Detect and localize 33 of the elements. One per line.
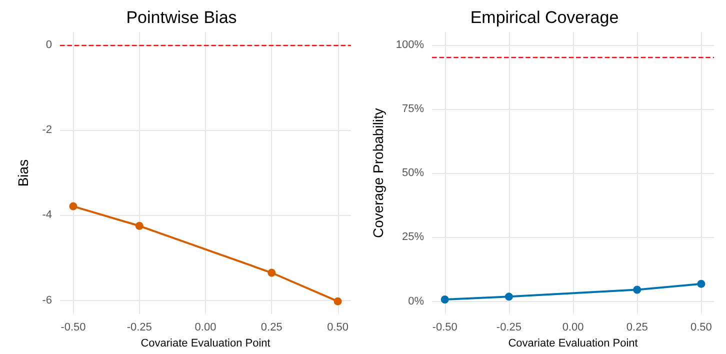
x-tick-label: 0.25 [260,322,282,334]
y-tick-label: 50% [402,167,424,180]
point [440,295,449,304]
chart-title: Pointwise Bias [126,8,237,27]
point [135,222,144,230]
x-tick-label: 0.25 [626,322,648,334]
x-axis-title: Covariate Evaluation Point [140,338,270,350]
point [268,268,276,277]
x-tick-label: 0.00 [562,322,584,334]
x-tick-label: 0.00 [194,322,216,334]
x-tick-label: -0.25 [496,322,522,334]
y-tick-label: 75% [402,102,424,115]
y-tick-label: 0 [46,38,52,51]
point [697,280,706,288]
y-axis-title: Coverage Probability [370,108,386,238]
point [504,292,513,301]
x-tick-label: -0.50 [432,322,458,334]
x-axis-title: Covariate Evaluation Point [508,338,638,350]
x-tick-label: 0.50 [327,322,348,334]
x-tick-label: -0.50 [60,322,86,334]
x-tick-label: -0.25 [126,322,152,334]
y-axis-title: Bias [15,159,31,187]
point [69,202,78,210]
point [334,297,342,306]
y-tick-label: 25% [402,231,424,244]
point [633,286,642,294]
chart-title: Empirical Coverage [470,8,619,27]
y-tick-label: -4 [42,209,52,222]
x-tick-label: 0.50 [690,322,712,334]
y-tick-label: -6 [42,294,52,306]
y-tick-label: -2 [42,124,52,136]
y-tick-label: 0% [408,295,424,308]
y-tick-label: 100% [396,38,424,51]
